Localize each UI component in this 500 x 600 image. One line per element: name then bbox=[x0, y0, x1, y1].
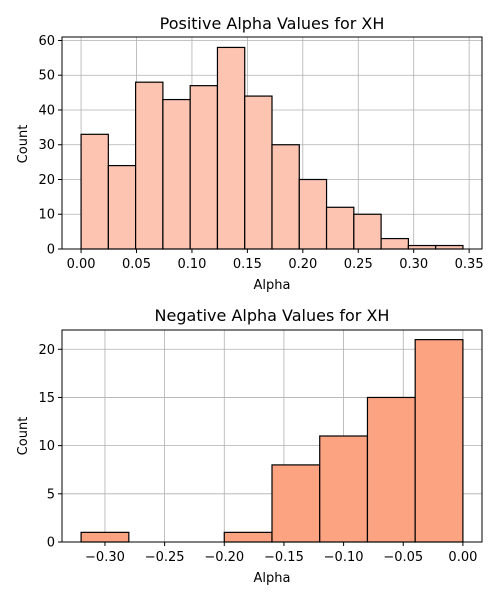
y-tick-label: 30 bbox=[38, 138, 55, 153]
y-tick-label: 0 bbox=[47, 536, 55, 551]
x-tick-label: 0.35 bbox=[455, 257, 484, 272]
chart-title: Positive Alpha Values for XH bbox=[160, 14, 385, 33]
histogram-bar bbox=[80, 133, 109, 250]
histogram-bar bbox=[414, 339, 464, 543]
histogram-bar bbox=[353, 213, 382, 250]
x-tick-label: 0.10 bbox=[177, 257, 206, 272]
histogram-bar bbox=[162, 98, 191, 250]
axes-frame bbox=[61, 329, 483, 543]
chart-title: Negative Alpha Values for XH bbox=[155, 306, 390, 325]
y-tick-label: 10 bbox=[38, 439, 55, 454]
axes-frame bbox=[61, 36, 483, 250]
histogram-bar bbox=[135, 81, 164, 250]
x-tick-label: 0.30 bbox=[399, 257, 428, 272]
y-tick-label: 5 bbox=[47, 487, 55, 502]
histogram-bar bbox=[407, 244, 437, 250]
x-tick-label: −0.25 bbox=[145, 550, 185, 565]
y-tick-label: 10 bbox=[38, 208, 55, 223]
x-tick-label: −0.05 bbox=[383, 550, 423, 565]
x-tick-label: 0.05 bbox=[122, 257, 151, 272]
histogram-bar bbox=[325, 206, 355, 250]
histogram-bar bbox=[107, 164, 137, 250]
histogram-bar bbox=[380, 237, 409, 250]
histogram-bar bbox=[189, 85, 219, 250]
histogram-bar bbox=[366, 396, 416, 543]
x-tick-label: 0.20 bbox=[288, 257, 317, 272]
y-tick-label: 0 bbox=[47, 243, 55, 258]
y-tick-label: 50 bbox=[38, 69, 55, 84]
y-tick-label: 15 bbox=[38, 391, 55, 406]
y-tick-label: 40 bbox=[38, 103, 55, 118]
x-tick-label: 0.25 bbox=[344, 257, 373, 272]
x-tick-label: −0.20 bbox=[204, 550, 244, 565]
histogram-bar bbox=[223, 531, 273, 543]
y-tick-label: 60 bbox=[38, 34, 55, 49]
positive-alpha-histogram: Positive Alpha Values for XH Alpha Count… bbox=[16, 14, 484, 293]
x-axis-label: Alpha bbox=[254, 571, 291, 586]
negative-alpha-histogram: Negative Alpha Values for XH Alpha Count… bbox=[16, 306, 483, 586]
histogram-bar bbox=[80, 531, 130, 543]
x-tick-label: 0.00 bbox=[67, 257, 96, 272]
bars bbox=[80, 339, 464, 543]
x-tick-label: −0.30 bbox=[85, 550, 125, 565]
y-axis-label: Count bbox=[16, 417, 31, 456]
bars bbox=[80, 46, 464, 250]
histogram-bar bbox=[271, 464, 321, 543]
histogram-bar bbox=[271, 144, 300, 250]
y-axis-label: Count bbox=[16, 125, 31, 164]
histogram-bar bbox=[319, 435, 369, 543]
histogram-bar bbox=[216, 46, 246, 250]
x-axis-label: Alpha bbox=[254, 278, 291, 293]
histogram-bar bbox=[298, 178, 328, 250]
x-tick-label: 0.00 bbox=[448, 550, 477, 565]
x-tick-label: −0.10 bbox=[324, 550, 364, 565]
x-tick-label: −0.15 bbox=[264, 550, 304, 565]
y-tick-label: 20 bbox=[38, 173, 55, 188]
histogram-bar bbox=[435, 244, 464, 250]
histogram-bar bbox=[244, 95, 273, 250]
x-tick-label: 0.15 bbox=[233, 257, 262, 272]
y-tick-label: 20 bbox=[38, 343, 55, 358]
